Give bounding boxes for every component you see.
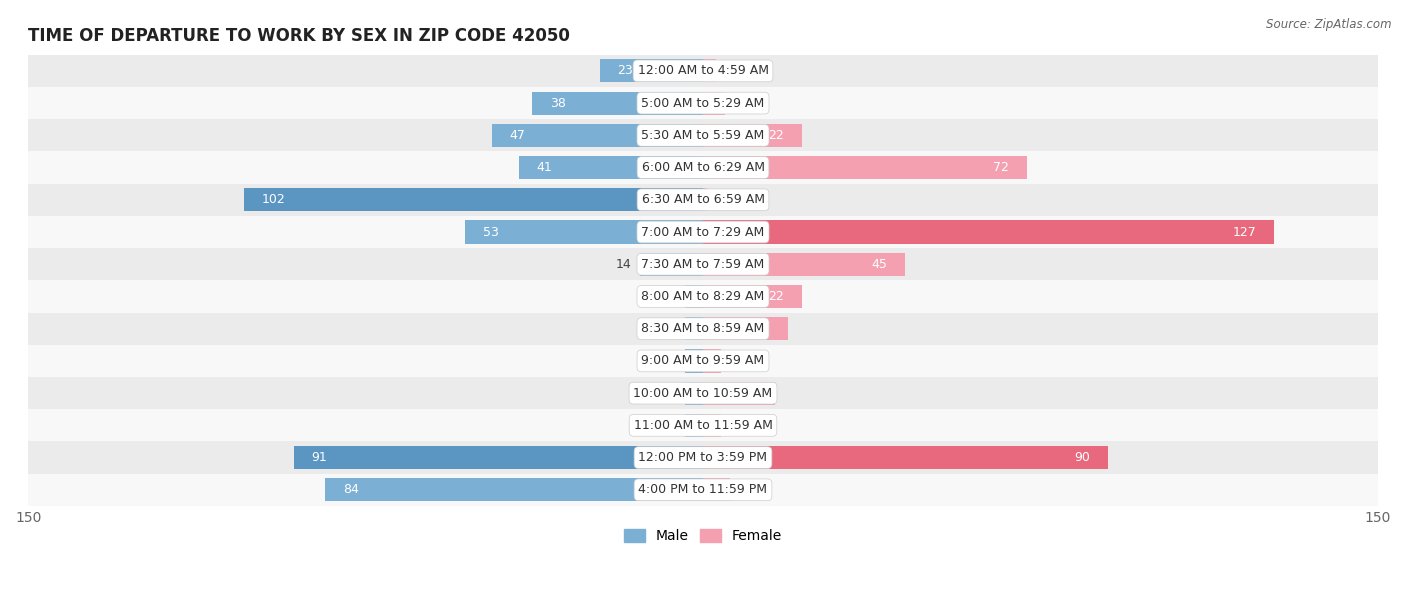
Text: 11:00 AM to 11:59 AM: 11:00 AM to 11:59 AM	[634, 419, 772, 432]
Bar	[685, 317, 703, 340]
Bar	[519, 156, 703, 179]
Bar	[703, 252, 905, 276]
Bar	[703, 91, 725, 115]
Bar	[28, 248, 1378, 280]
Bar	[531, 91, 703, 115]
Bar	[685, 414, 703, 437]
Bar	[599, 59, 703, 83]
Bar	[703, 124, 801, 147]
Bar	[703, 285, 801, 308]
Bar	[28, 409, 1378, 441]
Text: 0: 0	[672, 355, 681, 368]
Text: 12:00 AM to 4:59 AM: 12:00 AM to 4:59 AM	[637, 64, 769, 77]
Text: 102: 102	[262, 193, 285, 206]
Bar	[325, 478, 703, 501]
Text: 84: 84	[343, 484, 359, 497]
Bar	[28, 184, 1378, 216]
Text: 9:00 AM to 9:59 AM: 9:00 AM to 9:59 AM	[641, 355, 765, 368]
Bar	[703, 317, 789, 340]
Text: 0: 0	[672, 322, 681, 335]
Bar	[294, 446, 703, 469]
Text: 12:00 PM to 3:59 PM: 12:00 PM to 3:59 PM	[638, 451, 768, 464]
Legend: Male, Female: Male, Female	[619, 523, 787, 549]
Text: 7:30 AM to 7:59 AM: 7:30 AM to 7:59 AM	[641, 258, 765, 271]
Bar	[28, 345, 1378, 377]
Text: 45: 45	[872, 258, 887, 271]
Bar	[703, 59, 717, 83]
Text: 3: 3	[725, 64, 734, 77]
Bar	[492, 124, 703, 147]
Text: 7:00 AM to 7:29 AM: 7:00 AM to 7:29 AM	[641, 226, 765, 239]
Bar	[703, 478, 730, 501]
Text: 22: 22	[768, 129, 785, 142]
Text: 38: 38	[550, 97, 567, 110]
Bar	[685, 349, 703, 372]
Text: 5: 5	[734, 97, 742, 110]
Text: 16: 16	[741, 387, 756, 400]
Bar	[28, 473, 1378, 506]
Text: 8:00 AM to 8:29 AM: 8:00 AM to 8:29 AM	[641, 290, 765, 303]
Text: 127: 127	[1233, 226, 1257, 239]
Text: 0: 0	[672, 290, 681, 303]
Text: 1: 1	[717, 193, 724, 206]
Text: 23: 23	[617, 64, 633, 77]
Bar	[28, 441, 1378, 473]
Text: 0: 0	[725, 419, 734, 432]
Text: 8:30 AM to 8:59 AM: 8:30 AM to 8:59 AM	[641, 322, 765, 335]
Text: 19: 19	[755, 322, 770, 335]
Bar	[703, 349, 721, 372]
Bar	[703, 188, 707, 211]
Bar	[245, 188, 703, 211]
Text: 5:30 AM to 5:59 AM: 5:30 AM to 5:59 AM	[641, 129, 765, 142]
Bar	[28, 119, 1378, 151]
Text: 0: 0	[672, 419, 681, 432]
Bar	[703, 381, 775, 405]
Bar	[685, 381, 703, 405]
Bar	[28, 151, 1378, 184]
Text: Source: ZipAtlas.com: Source: ZipAtlas.com	[1267, 18, 1392, 31]
Text: 72: 72	[993, 161, 1010, 174]
Text: 4:00 PM to 11:59 PM: 4:00 PM to 11:59 PM	[638, 484, 768, 497]
Text: 41: 41	[537, 161, 553, 174]
Text: 6:00 AM to 6:29 AM: 6:00 AM to 6:29 AM	[641, 161, 765, 174]
Text: 6:30 AM to 6:59 AM: 6:30 AM to 6:59 AM	[641, 193, 765, 206]
Text: 14: 14	[616, 258, 631, 271]
Bar	[703, 446, 1108, 469]
Text: 6: 6	[740, 484, 747, 497]
Text: 22: 22	[768, 290, 785, 303]
Bar	[28, 312, 1378, 345]
Bar	[28, 55, 1378, 87]
Bar	[28, 280, 1378, 312]
Text: 91: 91	[312, 451, 328, 464]
Bar	[640, 252, 703, 276]
Bar	[464, 220, 703, 244]
Text: 53: 53	[482, 226, 499, 239]
Bar	[28, 377, 1378, 409]
Bar	[703, 220, 1274, 244]
Bar	[28, 216, 1378, 248]
Text: 90: 90	[1074, 451, 1090, 464]
Text: TIME OF DEPARTURE TO WORK BY SEX IN ZIP CODE 42050: TIME OF DEPARTURE TO WORK BY SEX IN ZIP …	[28, 27, 569, 45]
Text: 0: 0	[725, 355, 734, 368]
Text: 5:00 AM to 5:29 AM: 5:00 AM to 5:29 AM	[641, 97, 765, 110]
Bar	[703, 156, 1026, 179]
Bar	[703, 414, 721, 437]
Bar	[28, 87, 1378, 119]
Text: 0: 0	[672, 387, 681, 400]
Text: 47: 47	[509, 129, 526, 142]
Text: 10:00 AM to 10:59 AM: 10:00 AM to 10:59 AM	[634, 387, 772, 400]
Bar	[685, 285, 703, 308]
